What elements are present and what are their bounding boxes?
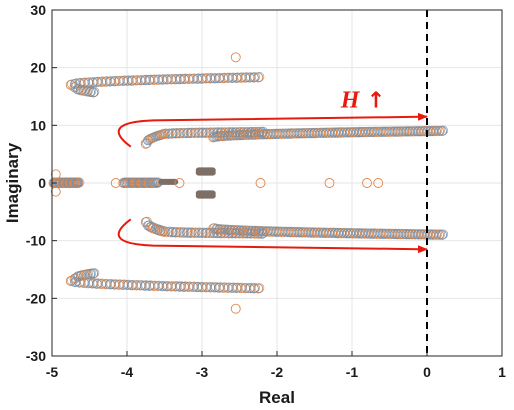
x-axis-ticks: -5 -4 -3 -2 -1 0 1 xyxy=(46,351,506,380)
data-point xyxy=(431,126,442,137)
x-axis-label: Real xyxy=(259,388,295,407)
lower-trend-arrow xyxy=(117,218,428,254)
data-point xyxy=(85,269,96,279)
data-point-isolated xyxy=(174,178,185,188)
y-tick-label: 0 xyxy=(38,175,46,191)
data-point-overlap xyxy=(146,221,157,232)
data-point-overlap xyxy=(89,268,100,278)
data-point xyxy=(248,283,259,294)
data-point-overlap xyxy=(83,86,94,96)
trend-arrows xyxy=(117,112,428,254)
x-tick-label: 1 xyxy=(498,364,506,380)
upper-trend-arrow xyxy=(117,112,428,148)
data-point-isolated xyxy=(373,178,384,188)
data-point xyxy=(434,229,444,240)
data-point-overlap xyxy=(254,72,265,82)
y-tick-label: 30 xyxy=(30,2,46,18)
data-point xyxy=(69,82,80,93)
x-tick-label: 0 xyxy=(423,364,431,380)
x-tick-label: -1 xyxy=(346,364,359,380)
data-point-isolated xyxy=(230,52,241,63)
data-point xyxy=(82,269,92,280)
annotation-label: H xyxy=(340,87,361,113)
data-point-overlap xyxy=(70,81,81,92)
data-point-overlap xyxy=(438,229,449,240)
data-point-isolated xyxy=(255,178,266,188)
data-point-overlap xyxy=(254,283,265,293)
x-tick-label: -4 xyxy=(121,364,134,380)
data-point-overlap xyxy=(438,125,449,136)
data-point xyxy=(88,87,99,98)
x-tick-label: -3 xyxy=(196,364,209,380)
x-tick-label: -5 xyxy=(46,364,59,380)
data-point-cluster xyxy=(195,169,216,176)
data-point-isolated xyxy=(230,303,241,314)
annotation-arrow-glyph: ↑ xyxy=(367,88,385,113)
data-point xyxy=(437,229,447,240)
data-point xyxy=(78,85,89,96)
data-point-isolated xyxy=(324,178,335,188)
y-tick-label: -10 xyxy=(26,233,46,249)
data-point xyxy=(437,126,447,137)
data-point-overlap xyxy=(86,86,97,97)
data-point xyxy=(73,178,84,188)
y-tick-label: 10 xyxy=(30,117,46,133)
data-point xyxy=(434,126,444,137)
data-point-overlap xyxy=(74,177,85,188)
data-point-overlap xyxy=(164,128,175,139)
data-point-overlap xyxy=(250,282,260,293)
data-point xyxy=(248,72,259,83)
data-point-overlap xyxy=(250,72,260,82)
data-point-isolated xyxy=(50,186,61,197)
data-point xyxy=(85,87,96,97)
data-point-cluster xyxy=(195,192,216,199)
y-tick-label: -20 xyxy=(26,290,46,306)
data-point-isolated xyxy=(362,178,372,188)
y-tick-label: -30 xyxy=(26,348,46,364)
data-point-cluster xyxy=(158,178,179,185)
annotation: H ↑ xyxy=(340,87,385,113)
data-point xyxy=(78,270,89,281)
data-point-isolated xyxy=(50,169,61,180)
data-point-overlap xyxy=(89,87,100,97)
data-point xyxy=(82,86,92,97)
data-points xyxy=(48,52,449,314)
data-point xyxy=(253,72,264,83)
y-axis-label: Imaginary xyxy=(3,142,22,223)
data-point xyxy=(88,268,99,279)
y-axis-ticks: -30 -20 -10 0 10 20 30 xyxy=(26,2,57,364)
x-tick-label: -2 xyxy=(271,364,284,380)
data-point xyxy=(431,229,442,240)
y-tick-label: 20 xyxy=(30,60,46,76)
data-point xyxy=(253,283,264,294)
data-point-isolated xyxy=(110,178,121,188)
